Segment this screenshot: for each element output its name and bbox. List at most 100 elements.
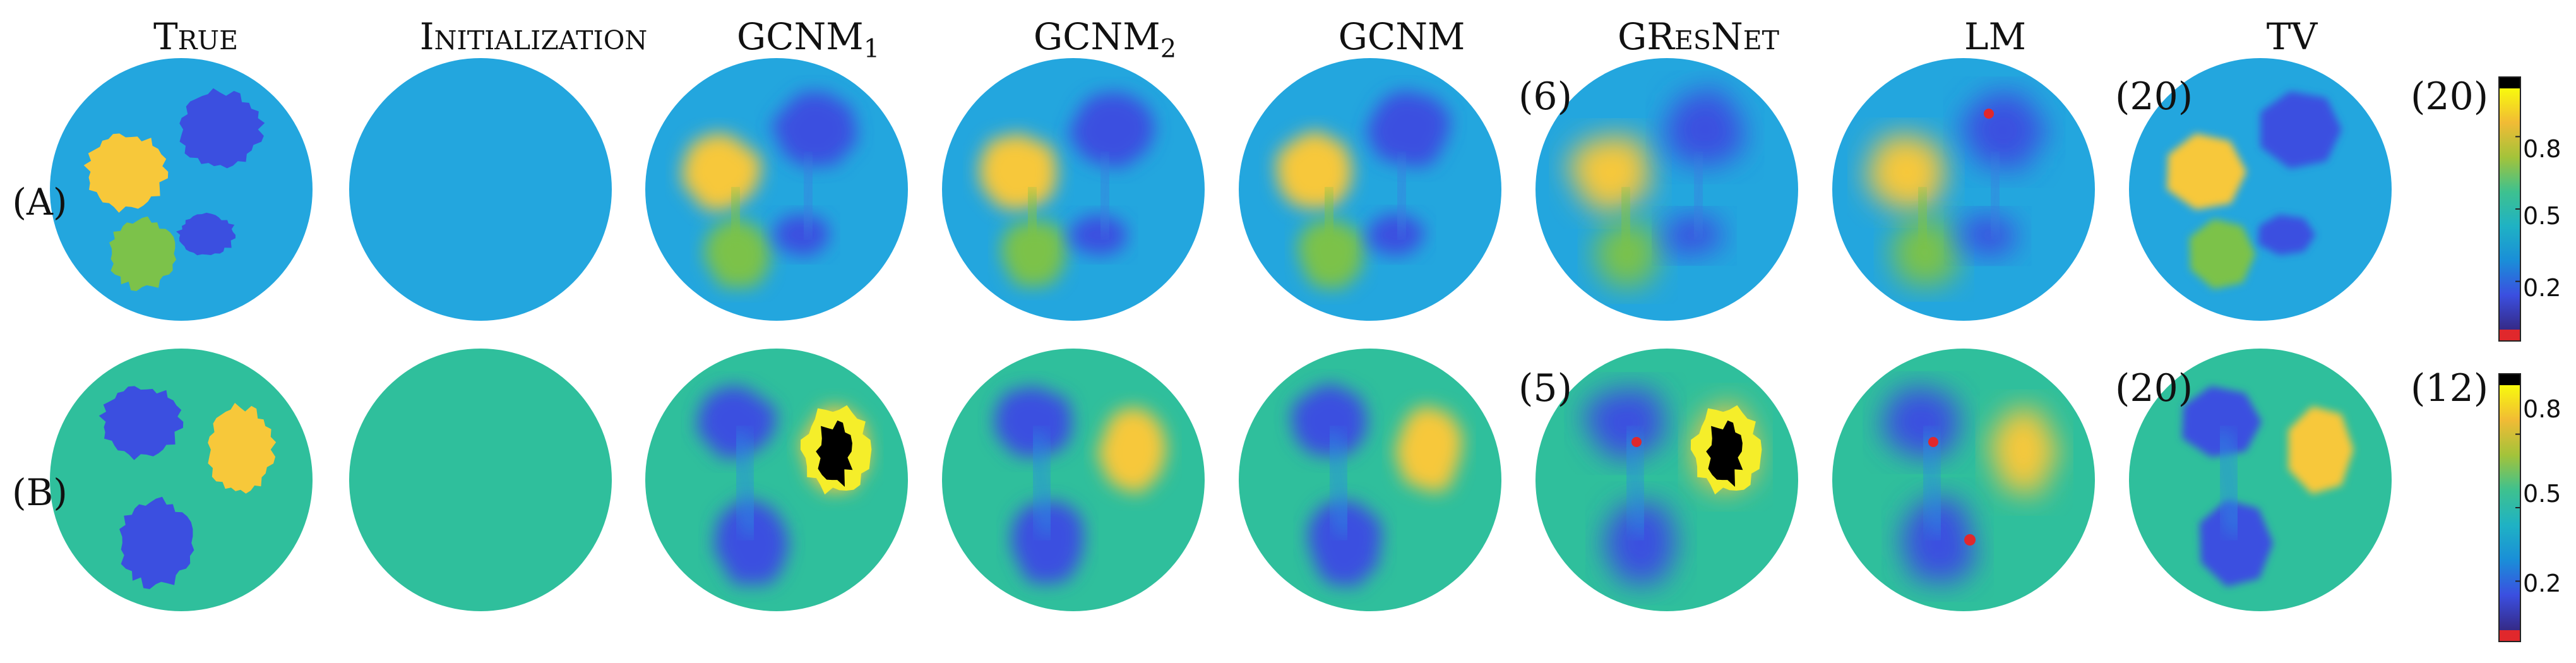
artifact-bridge: [1092, 155, 1118, 237]
colorbar-tick-a-high: 0.8: [2523, 135, 2561, 163]
column-title-lm: LM: [1964, 15, 2026, 58]
colorbar-top-black: [2499, 374, 2520, 385]
iteration-count-tv-b: (12): [2411, 366, 2489, 410]
iteration-count-lm-a: (20): [2115, 75, 2193, 119]
row-label-b: (B): [12, 471, 68, 514]
artifact-bridge: [1616, 429, 1654, 537]
inclusion: [696, 385, 777, 458]
inclusion: [1897, 495, 1978, 585]
artifact-bridge: [1612, 185, 1640, 251]
column-title-gcnm2: GCNM2: [1033, 15, 1177, 64]
artifact-bridge: [1315, 185, 1343, 251]
colorbar-bottom-red: [2499, 330, 2520, 341]
row-label-a: (A): [12, 181, 68, 224]
inclusion: [2189, 218, 2256, 289]
disk-panel-gcnm1-a: [645, 58, 908, 321]
disk-background: [942, 58, 1205, 321]
disk-background: [349, 58, 612, 321]
inclusion: [703, 217, 773, 289]
inclusion: [1308, 499, 1383, 588]
artifact-bridge: [1909, 185, 1936, 251]
iteration-count-gcnm-a: (6): [1518, 75, 1572, 119]
overshoot-black: [1706, 420, 1743, 487]
disk-panel-gcnm2-a: [942, 58, 1205, 321]
disk-background: [349, 349, 612, 611]
overshoot-black: [816, 420, 853, 487]
inclusion: [1069, 92, 1157, 169]
inclusion: [176, 212, 236, 256]
disk-panel-gcnm-a: [1239, 58, 1501, 321]
undershoot-red: [1631, 437, 1642, 447]
inclusion: [994, 385, 1074, 458]
disk-panel-lm-a: [1832, 58, 2095, 321]
inclusion: [2182, 386, 2262, 457]
column-title-initialization: Initialization: [419, 15, 648, 58]
artifact-bridge: [1983, 155, 2008, 237]
colorbar-tick-b-mid: 0.5: [2523, 480, 2561, 508]
inclusion: [772, 90, 858, 168]
colorbar-bottom-red: [2499, 630, 2520, 642]
inclusion: [713, 498, 790, 586]
artifact-bridge: [1018, 185, 1046, 251]
inclusion: [1011, 499, 1084, 584]
colorbar-tick-b-low: 0.2: [2523, 570, 2561, 597]
inclusion: [208, 403, 277, 494]
colorbar-tick-a-low: 0.2: [2523, 274, 2561, 302]
inclusion: [98, 386, 184, 460]
inclusion: [2258, 214, 2316, 255]
artifact-bridge: [1389, 155, 1414, 237]
inclusion: [83, 133, 169, 213]
inclusion: [1001, 218, 1066, 287]
inclusion: [1662, 87, 1748, 168]
inclusion: [1297, 218, 1365, 290]
iteration-count-tv-a: (20): [2411, 75, 2489, 119]
colorbar-top-black: [2499, 77, 2520, 88]
disk-panel-gcnm2-b: [942, 349, 1205, 611]
inclusion: [1989, 407, 2060, 498]
disk-panel-init-b: [349, 349, 612, 611]
undershoot-red: [1984, 109, 1994, 119]
colorbar-a: [2498, 76, 2521, 342]
disk-panel-gcnm-b: [1239, 349, 1501, 611]
inclusion: [1581, 386, 1670, 460]
disk-background: [1832, 58, 2095, 321]
iteration-count-lm-b: (20): [2115, 366, 2193, 410]
inclusion: [1366, 90, 1451, 167]
disk-panel-lm-b: [1832, 349, 2095, 611]
column-title-gcnm1: GCNM1: [736, 15, 880, 64]
inclusion: [1395, 405, 1463, 493]
disk-panel-gresnet-b: [1535, 349, 1798, 611]
colorbar-tick-a-mid: 0.5: [2523, 202, 2561, 230]
artifact-bridge: [2210, 429, 2248, 537]
artifact-bridge: [726, 429, 764, 537]
inclusion: [179, 88, 265, 169]
colorbar-tick-b-high: 0.8: [2523, 395, 2561, 423]
column-title-tv: TV: [2266, 15, 2318, 58]
disk-panel-init-a: [349, 58, 612, 321]
disk-background: [645, 58, 908, 321]
artifact-bridge: [796, 155, 821, 237]
inclusion: [2288, 406, 2354, 494]
undershoot-red: [1964, 534, 1976, 546]
inclusion: [2199, 499, 2274, 587]
inclusion: [109, 216, 177, 291]
disk-panel-true-b: [50, 349, 313, 611]
inclusion: [2167, 133, 2247, 210]
disk-panel-true-a: [50, 58, 313, 321]
disk-panel-gresnet-a: [1535, 58, 1798, 321]
disk-panel-gcnm1-b: [645, 349, 908, 611]
inclusion: [1888, 215, 1960, 287]
colorbar-b: [2498, 373, 2521, 642]
artifact-bridge: [1023, 429, 1061, 537]
column-title-true: True: [153, 15, 239, 58]
undershoot-red: [1928, 437, 1938, 447]
inclusion: [1592, 218, 1663, 290]
disk-panel-tv-b: [2129, 349, 2392, 611]
artifact-bridge: [1686, 155, 1711, 237]
inclusion: [2260, 91, 2342, 169]
disk-background: [1535, 58, 1798, 321]
column-title-gcnm: GCNM: [1338, 15, 1465, 58]
inclusion: [1879, 386, 1964, 460]
